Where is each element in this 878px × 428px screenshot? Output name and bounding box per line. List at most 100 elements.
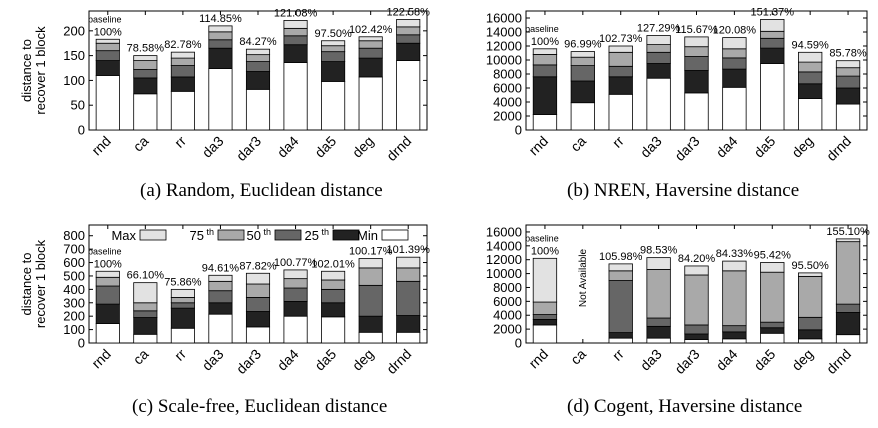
y-tick-label: 0	[78, 123, 85, 138]
bar-segment-25th	[245, 71, 271, 90]
bar-segment-25th	[760, 327, 785, 334]
bar-segment-max	[208, 274, 233, 282]
y-axis-label: recover 1 block	[33, 26, 48, 115]
bar-segment-75th	[245, 54, 271, 62]
bar-annotation: 120.08%	[713, 25, 757, 37]
bar-segment-max	[570, 51, 595, 58]
bar-annotation: 95.50%	[792, 260, 830, 272]
x-tick-label: rnd	[525, 133, 551, 159]
bar-segment-max	[835, 238, 861, 243]
y-tick-label: 500	[63, 268, 85, 283]
bar-segment-75th	[358, 267, 383, 286]
legend-swatch	[332, 229, 360, 241]
bar-segment-min	[396, 60, 421, 131]
panel-caption: (b) NREN, Haversine distance	[567, 180, 799, 201]
bar-segment-25th	[95, 303, 120, 324]
bar-segment-min	[170, 90, 195, 131]
bar-segment-50th	[835, 75, 861, 89]
y-tick-label: 4000	[493, 95, 522, 110]
bar-segment-min	[170, 327, 195, 344]
bar-segment-25th	[170, 307, 195, 329]
bar-segment-max	[283, 269, 308, 280]
legend-label: 75	[190, 228, 204, 243]
baseline-label: baseline	[88, 246, 122, 256]
bar-segment-75th	[283, 27, 308, 37]
bar-segment-75th	[133, 302, 158, 312]
bar-segment-50th	[95, 285, 120, 305]
bar-segment-min	[95, 323, 120, 344]
x-tick-label: da3	[637, 346, 665, 374]
bar-segment-min	[835, 103, 861, 131]
bar-segment-50th	[608, 65, 633, 78]
x-tick-label: rnd	[88, 346, 114, 372]
bar-annotation: 102.01%	[311, 258, 355, 270]
bar-annotation: 100%	[94, 26, 122, 38]
bar-annotation: 127.29%	[637, 23, 681, 35]
x-tick-label: deg	[788, 133, 816, 161]
bar-segment-min	[760, 332, 785, 344]
bar-segment-50th	[608, 280, 633, 333]
bar-segment-25th	[570, 80, 595, 104]
x-tick-label: rnd	[525, 346, 551, 372]
bar-segment-50th	[208, 39, 233, 49]
bar-segment-25th	[245, 311, 271, 328]
legend-label-suffix: th	[263, 227, 271, 237]
bar-segment-75th	[321, 45, 346, 53]
bar-segment-50th	[358, 47, 383, 59]
bar-segment-max	[532, 257, 558, 303]
bar-segment-25th	[95, 60, 120, 76]
bar-segment-min	[760, 63, 785, 131]
x-tick-label: da4	[274, 133, 302, 161]
y-tick-label: 0	[515, 123, 522, 138]
x-tick-label: deg	[349, 346, 377, 374]
bar-segment-min	[321, 316, 346, 344]
bar-segment-50th	[760, 37, 785, 49]
bar-segment-min	[245, 326, 271, 344]
x-tick-label: rr	[171, 133, 189, 151]
bar-segment-max	[760, 18, 785, 32]
x-tick-label: drnd	[823, 346, 854, 377]
bar-segment-max	[608, 45, 633, 53]
bar-segment-50th	[170, 302, 195, 309]
bar-segment-max	[835, 60, 861, 69]
bar-segment-min	[684, 92, 709, 131]
bar-segment-25th	[283, 301, 308, 317]
bar-annotation: 94.61%	[202, 262, 240, 274]
bar-segment-50th	[95, 50, 120, 61]
y-tick-label: 12000	[486, 39, 522, 54]
bar-segment-25th	[208, 302, 233, 315]
bar-segment-50th	[532, 64, 558, 78]
bar-annotation: 84.33%	[716, 248, 754, 260]
bar-segment-max	[358, 258, 383, 269]
bar-segment-min	[358, 331, 383, 344]
bar-segment-min	[396, 331, 421, 344]
x-tick-label: ca	[130, 346, 152, 368]
bar-segment-75th	[798, 275, 823, 318]
bar-segment-max	[245, 48, 271, 56]
bar-segment-25th	[532, 76, 558, 116]
bar-segment-25th	[798, 329, 823, 340]
bar-annotation: 105.98%	[599, 251, 643, 263]
bar-annotation: 100%	[94, 258, 122, 270]
bar-segment-max	[283, 20, 308, 29]
bar-annotation: 66.10%	[127, 270, 165, 282]
bar-annotation: 95.42%	[754, 249, 792, 261]
bar-segment-25th	[208, 47, 233, 69]
bar-segment-50th	[170, 65, 195, 78]
legend-swatch	[274, 229, 302, 241]
bar-segment-50th	[570, 65, 595, 82]
bar-segment-min	[208, 313, 233, 344]
bar-segment-25th	[396, 315, 421, 333]
bar-segment-min	[358, 76, 383, 131]
y-tick-label: 150	[63, 48, 85, 63]
panel-a: 0 50 100 150 200 distance to recover 1 block rn…	[19, 6, 430, 201]
bar-segment-max	[321, 40, 346, 47]
bar-segment-max	[396, 19, 421, 28]
bar-segment-75th	[835, 67, 861, 77]
bar-annotation: 84.20%	[678, 253, 716, 265]
bar-annotation: 102.73%	[599, 33, 643, 45]
